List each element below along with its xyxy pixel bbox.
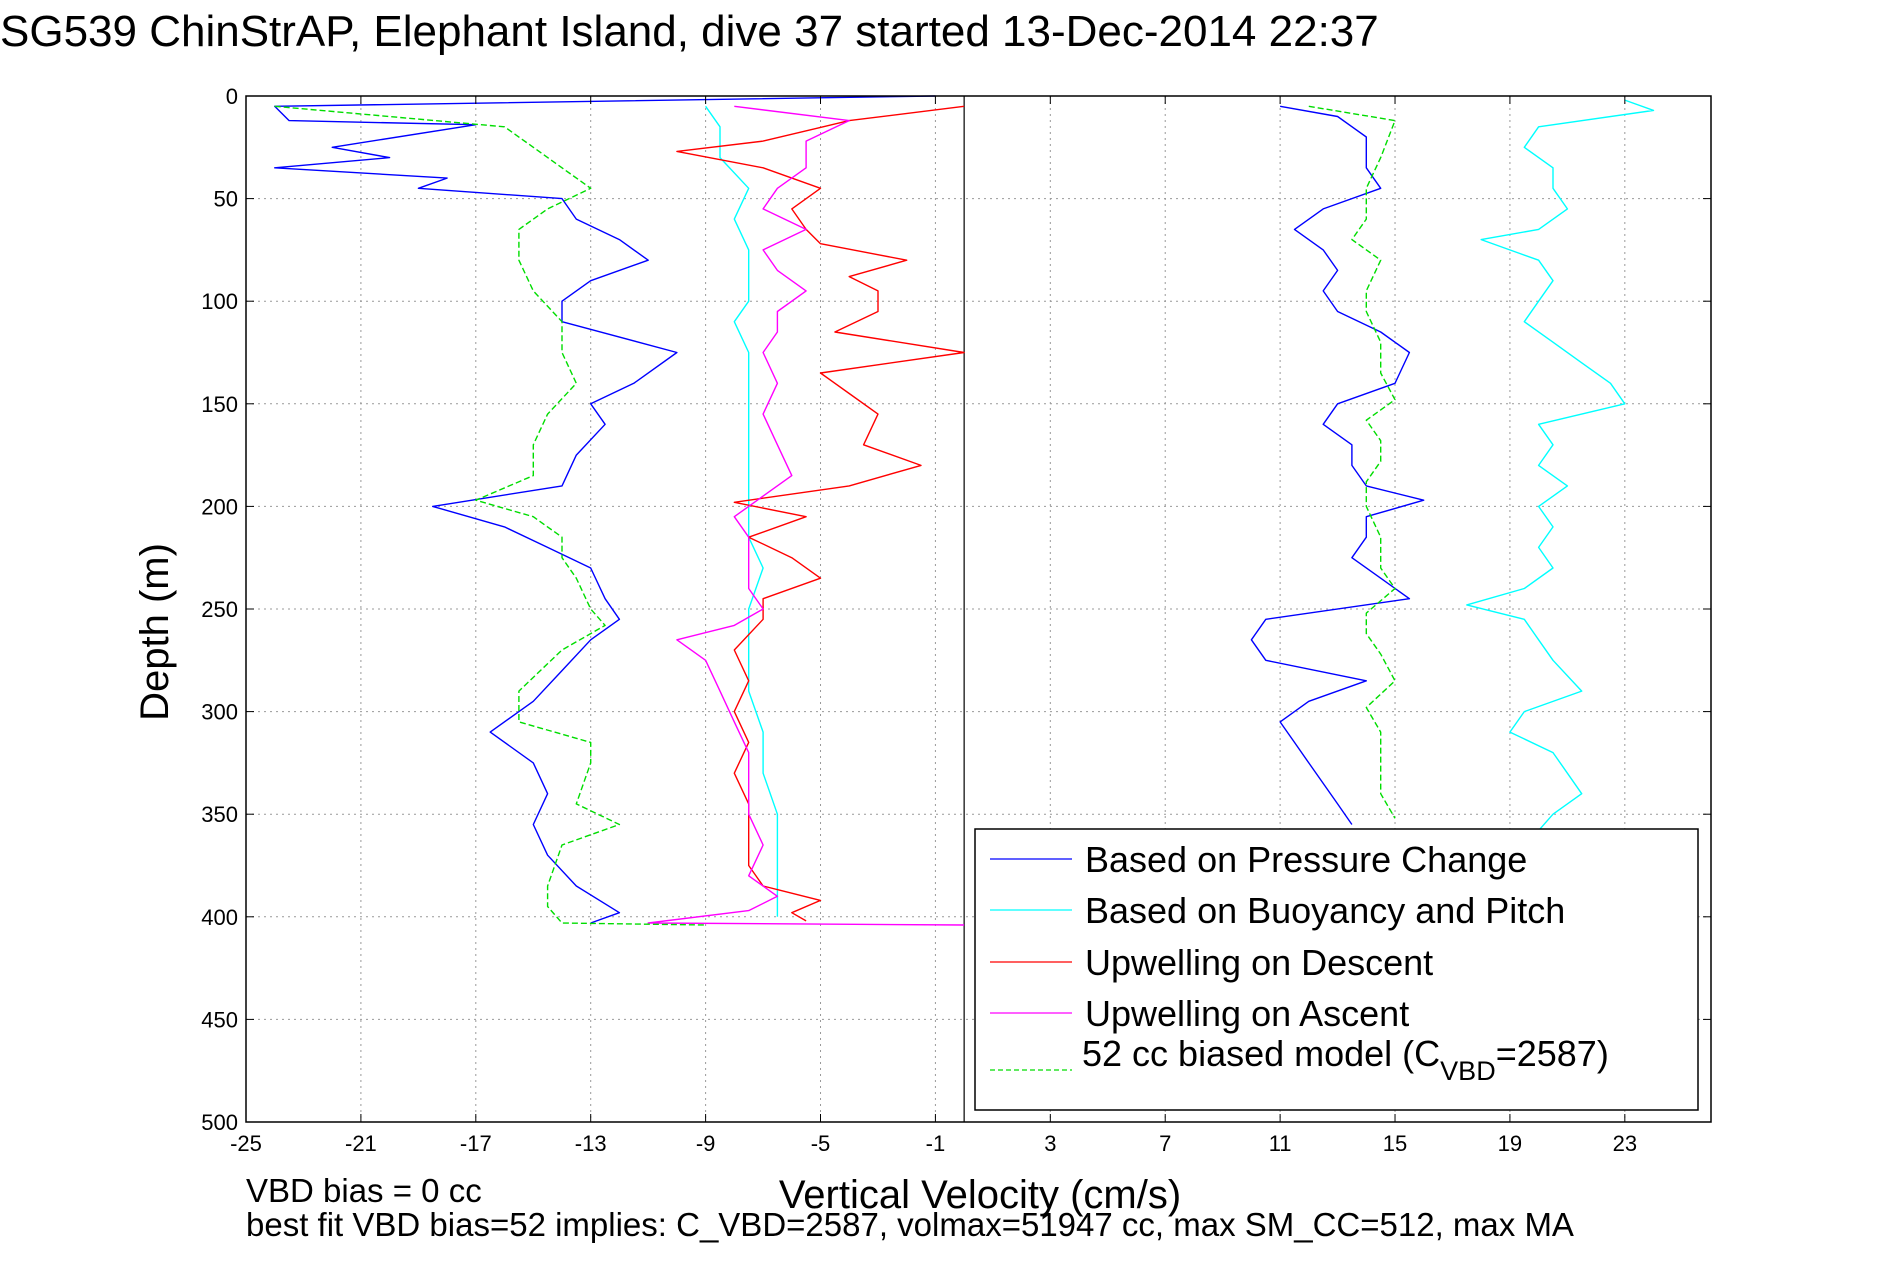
x-tick-label: 3 [1044,1131,1056,1156]
x-tick-label: 15 [1383,1131,1407,1156]
axes-box [245,95,1712,1123]
y-tick-label: 100 [201,289,238,314]
x-tick-label: -13 [575,1131,607,1156]
x-tick-label: -17 [460,1131,492,1156]
x-tick-label: -25 [230,1131,262,1156]
x-tick-labels: -25 -21 -17 -13 -9 -5 -1 3 7 11 15 19 23 [230,1131,1637,1156]
x-tick-label: -1 [926,1131,946,1156]
legend-label-buoyancy: Based on Buoyancy and Pitch [1085,890,1565,931]
x-tick-label: -9 [696,1131,716,1156]
series-upwelling-descent [676,105,965,922]
legend-model-suffix: =2587) [1496,1033,1609,1074]
y-tick-labels: 0 50 100 150 200 250 300 350 400 450 500 [201,84,238,1135]
plot-frame [245,95,1712,1123]
series-model-descent [274,105,706,926]
y-tick-label: 500 [201,1110,238,1135]
legend-model-prefix: 52 cc biased model (C [1082,1033,1440,1074]
y-tick-label: 400 [201,905,238,930]
legend-label-ascent: Upwelling on Ascent [1085,993,1409,1034]
y-tick-label: 350 [201,802,238,827]
x-tick-label: 23 [1613,1131,1637,1156]
legend-label-descent: Upwelling on Descent [1085,942,1433,983]
y-tick-label: 450 [201,1007,238,1032]
series-upwelling-ascent [647,105,965,926]
legend-box [974,828,1699,1111]
x-tick-label: 7 [1159,1131,1171,1156]
best-fit-annotation: best fit VBD bias=52 implies: C_VBD=2587… [246,1206,1574,1243]
y-tick-label: 0 [226,84,238,109]
legend-model-sub: VBD [1440,1056,1496,1086]
y-tick-label: 300 [201,700,238,725]
legend-label-model: 52 cc biased model (CVBD=2587) [1082,1033,1609,1086]
y-tick-label: 150 [201,392,238,417]
legend: Based on Pressure Change Based on Buoyan… [974,828,1699,1111]
series-pressure-descent [274,95,936,924]
legend-label-pressure: Based on Pressure Change [1085,839,1527,880]
chart-title: SG539 ChinStrAP, Elephant Island, dive 3… [0,7,1379,56]
y-axis-label: Depth (m) [133,543,177,721]
x-axis-label: Vertical Velocity (cm/s) [779,1173,1181,1217]
x-tick-label: 11 [1269,1131,1292,1156]
y-tick-label: 200 [201,494,238,519]
x-tick-label: -5 [811,1131,831,1156]
vbd-bias-annotation: VBD bias = 0 cc [246,1172,482,1209]
series-buoyancy-descent [705,105,779,917]
series-buoyancy-ascent [1466,99,1655,832]
x-tick-label: -21 [345,1131,377,1156]
x-tick-label: 19 [1498,1131,1522,1156]
y-tick-label: 50 [214,187,238,212]
series-layer [274,95,1655,1122]
series-model-ascent [1308,105,1396,819]
series-pressure-ascent [1250,105,1425,825]
y-tick-label: 250 [201,597,238,622]
